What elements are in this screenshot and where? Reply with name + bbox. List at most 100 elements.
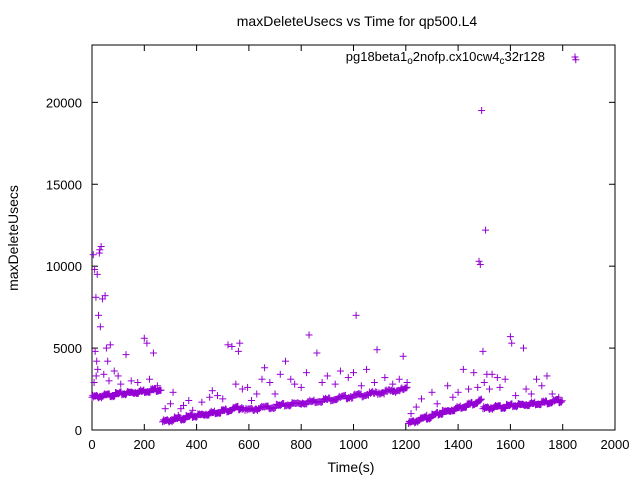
data-point [146,375,154,383]
data-point [102,344,110,352]
data-point [557,398,565,406]
y-tick-label: 0 [75,423,82,438]
data-point [313,349,321,357]
data-point [444,382,452,390]
data-point [91,265,99,273]
x-tick-label: 800 [290,437,312,452]
data-point [219,395,227,403]
x-tick-label: 1600 [496,437,525,452]
data-point [110,367,118,375]
data-point [232,380,240,388]
data-point [149,349,157,357]
data-point [403,378,411,386]
x-axis-label: Time(s) [328,459,375,475]
data-point [478,107,486,115]
data-point [508,339,516,347]
x-tick-label: 200 [133,437,155,452]
axis-ticks: 0 200 400 600 800 1000 1200 1400 1600 1800 2000050… [46,45,630,452]
legend-marker [571,53,579,61]
data-point [538,382,546,390]
data-point [501,375,509,383]
y-tick-label: 15000 [46,177,82,192]
data-point [533,375,541,383]
data-point [214,392,222,400]
data-point [459,365,467,373]
x-tick-label: 1800 [548,437,577,452]
data-point [291,380,299,388]
data-point [105,377,113,385]
legend-plus-marker [571,53,579,61]
data-point [91,347,99,355]
data-point [395,375,403,383]
data-point [224,341,232,349]
data-point [100,370,108,378]
data-point [96,246,104,254]
data-point [238,385,246,393]
data-point [493,374,501,382]
data-point [261,364,269,372]
data-point [426,414,434,422]
data-point [92,372,100,380]
x-tick-label: 2000 [601,437,630,452]
data-point [402,384,410,392]
data-point [305,331,313,339]
data-point [153,382,161,390]
data-point [234,347,242,355]
x-tick-label: 400 [186,437,208,452]
data-point [117,380,125,388]
data-point [318,378,326,386]
data-point [555,393,563,401]
data-point [270,404,278,412]
data-point [271,390,279,398]
data-point [477,396,485,404]
data-point [474,383,482,391]
y-tick-label: 5000 [53,341,82,356]
data-point [336,367,344,375]
data-point [166,400,174,408]
data-point [373,346,381,354]
data-point [297,383,305,391]
data-point [302,369,310,377]
data-point [143,339,151,347]
legend-series-label: pg18beta1o2nofp.cx10cw4c32r128 [346,49,545,67]
data-point [475,257,483,265]
x-tick-label: 1400 [444,437,473,452]
data-point [122,351,130,359]
data-point [94,365,102,373]
x-tick-label: 0 [88,437,95,452]
data-point [248,397,256,405]
data-point [208,387,216,395]
data-point [276,370,284,378]
data-point [282,357,290,365]
data-point [174,411,182,419]
data-point [177,405,185,413]
data-point [95,311,103,319]
data-point [236,339,244,347]
data-point [97,243,105,251]
data-point [543,372,551,380]
data-point [253,390,261,398]
data-point [433,400,441,408]
data-point [426,415,434,423]
data-point [344,374,352,382]
data-point [476,397,484,405]
data-point [198,398,206,406]
data-point [114,372,122,380]
data-point [96,323,104,331]
data-point [104,357,112,365]
x-tick-label: 600 [238,437,260,452]
data-point [185,397,193,405]
data-point [519,344,527,352]
data-point [95,249,103,257]
data-point [485,385,493,393]
data-point [258,375,266,383]
data-point [157,386,165,394]
data-point [482,226,490,234]
data-point [206,393,214,401]
data-point [488,370,496,378]
data-points [88,56,580,427]
data-point [438,406,446,414]
data-point [127,377,135,385]
data-point [228,342,236,350]
